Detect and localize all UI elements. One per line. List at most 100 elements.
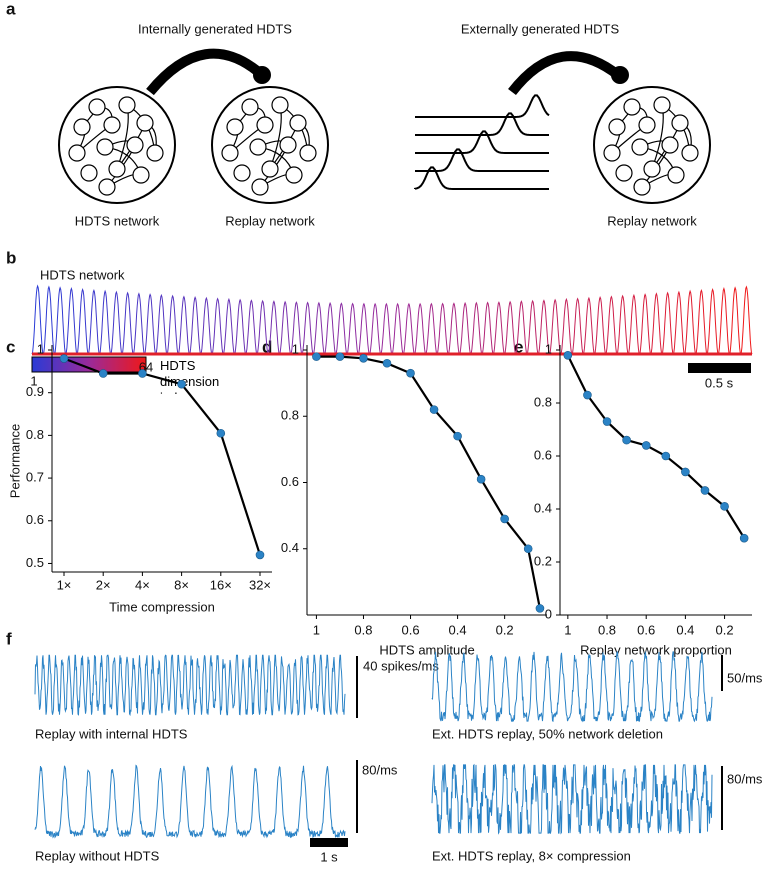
oscillation	[504, 300, 517, 355]
y-tick-label: 0.8	[534, 394, 552, 409]
y-tick-label: 0	[545, 606, 552, 621]
input-wave	[415, 148, 549, 172]
neuron	[221, 144, 239, 162]
oscillation	[717, 287, 730, 355]
oscillation	[144, 293, 157, 355]
activity-trace	[431, 763, 713, 835]
neuron	[132, 166, 150, 184]
neuron	[279, 136, 297, 154]
arc-end	[611, 66, 629, 84]
neuron	[68, 144, 86, 162]
neuron	[126, 136, 144, 154]
oscillation	[492, 301, 505, 355]
oscillation	[481, 301, 494, 355]
x-axis-label: Time compression	[109, 599, 215, 614]
panel-title: Internally generated HDTS	[138, 21, 292, 36]
connection-arc	[146, 48, 266, 96]
neuron	[96, 138, 114, 156]
point	[177, 379, 186, 389]
oscillation	[155, 293, 168, 355]
scale-label: 80/ms	[727, 771, 763, 786]
oscillation	[200, 296, 213, 355]
point	[602, 417, 612, 426]
neuron	[256, 116, 274, 134]
neuron	[633, 178, 651, 196]
scale-label: 50/ms	[727, 670, 763, 685]
neuron	[671, 114, 689, 132]
input-wave	[415, 94, 550, 118]
oscillation	[42, 285, 55, 355]
x-tick-label: 0.6	[401, 622, 419, 637]
oscillation	[695, 288, 708, 355]
neuron	[118, 96, 136, 114]
oscillation	[335, 302, 348, 355]
x-tick-label: 0.2	[716, 622, 734, 637]
x-tick-label: 1×	[57, 577, 72, 592]
oscillation	[402, 302, 415, 355]
y-tick-label: 0.4	[534, 500, 552, 515]
neuron	[249, 138, 267, 156]
colorbar-min: 1	[30, 373, 37, 388]
y-tick-label: 1	[545, 341, 552, 356]
oscillation	[459, 301, 472, 355]
scale-label: 0.5 s	[705, 375, 734, 390]
y-tick-label: 0.7	[26, 470, 44, 485]
neuron	[667, 166, 685, 184]
panel-label: c	[6, 337, 15, 356]
input-wave	[414, 166, 549, 190]
panel-label: b	[6, 248, 16, 267]
x-tick-label: 8×	[174, 577, 189, 592]
point	[535, 604, 545, 613]
activity-trace	[34, 764, 346, 839]
x-tick-label: 16×	[210, 577, 232, 592]
x-tick-label: 0.4	[449, 622, 467, 637]
network-label: Replay network	[607, 213, 697, 228]
oscillation	[31, 284, 44, 355]
point	[700, 486, 710, 495]
oscillation	[346, 302, 359, 355]
trace-caption: Ext. HDTS replay, 8× compression	[432, 848, 631, 863]
oscillation	[639, 293, 652, 355]
neuron	[285, 166, 303, 184]
y-tick-label: 0.9	[26, 384, 44, 399]
oscillation	[549, 298, 562, 355]
line	[566, 354, 746, 539]
neuron	[261, 160, 279, 178]
network-boundary	[211, 86, 329, 204]
oscillation	[425, 302, 438, 355]
neuron	[146, 144, 164, 162]
activity-trace	[431, 650, 713, 723]
neuron	[631, 138, 649, 156]
panel-label: f	[6, 629, 12, 648]
point	[59, 354, 69, 363]
point	[406, 368, 415, 378]
x-tick-label: 1	[564, 622, 571, 637]
trace-caption: Ext. HDTS replay, 50% network deletion	[432, 726, 663, 741]
x-tick-label: 32×	[249, 577, 271, 592]
point	[739, 533, 749, 543]
y-tick-label: 0.2	[534, 553, 552, 568]
oscillation	[290, 301, 303, 355]
point	[720, 502, 729, 511]
neuron	[80, 164, 98, 182]
oscillation	[189, 296, 202, 355]
oscillation	[515, 300, 528, 355]
oscillation	[672, 290, 685, 355]
point	[359, 353, 368, 363]
oscillation	[650, 292, 663, 355]
trace-caption: Replay with internal HDTS	[35, 726, 188, 741]
neuron	[88, 98, 106, 116]
x-tick-label: 0.8	[598, 622, 616, 637]
neuron	[103, 116, 121, 134]
oscillation	[222, 297, 235, 355]
oscillation	[605, 295, 618, 355]
point	[335, 352, 345, 361]
point	[523, 544, 533, 554]
oscillation	[166, 294, 179, 355]
oscillation	[357, 302, 370, 355]
input-wave	[415, 130, 549, 154]
neuron	[603, 144, 621, 162]
oscillation	[177, 295, 190, 355]
y-tick-label: 0.6	[26, 512, 44, 527]
